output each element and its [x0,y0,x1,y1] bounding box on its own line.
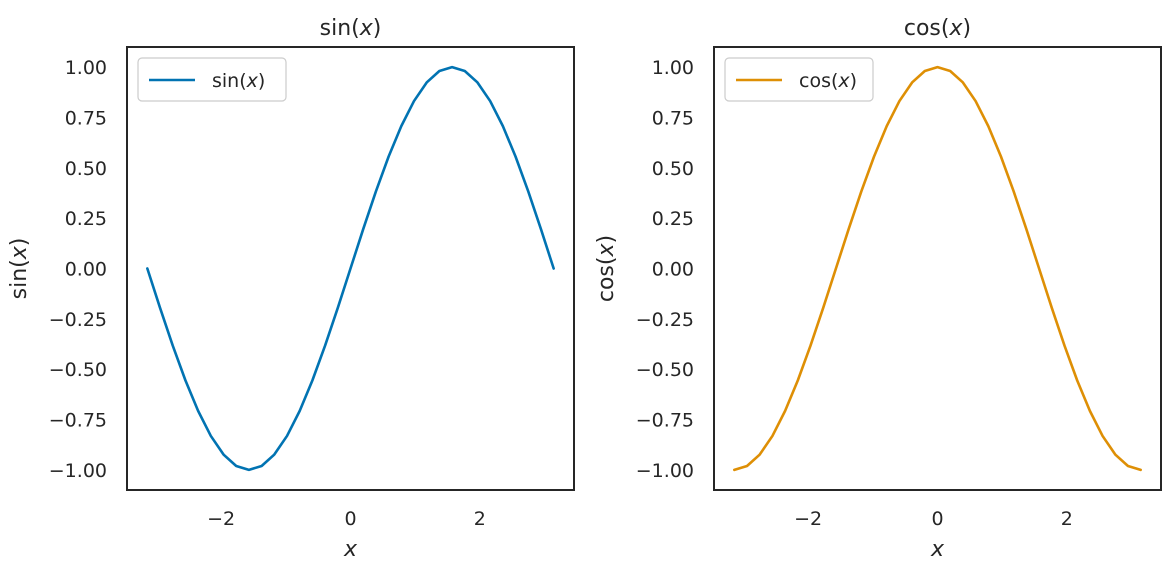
legend-label-post: ) [258,70,265,92]
legend: sin(x) [137,57,287,102]
y-axis-label: cos(x) [594,235,619,302]
chart-title-pre: cos( [904,16,950,41]
y-tick-label: 0.50 [652,158,694,180]
x-tick-label: 2 [1061,508,1073,530]
y-tick-label: −0.75 [636,410,694,432]
y-axis-label-var: x [594,243,619,258]
y-tick-label: 0.75 [65,107,107,129]
chart-panel-1: sin(x)−2 0 21.000.750.500.250.00−0.25−0.50… [7,16,575,562]
chart-title-var: x [359,16,374,41]
series-line-1 [146,65,555,472]
y-tick-label: −0.25 [49,309,107,331]
y-tick-label: −0.25 [636,309,694,331]
y-tick-label: 0.00 [65,259,107,281]
x-tick-label: −2 [207,508,235,530]
y-tick-label: 1.00 [652,57,694,79]
y-tick-label: 0.00 [652,259,694,281]
legend-label-pre: sin( [212,70,247,92]
chart-title-var: x [948,16,963,41]
legend-box [137,57,287,102]
y-tick-label: −1.00 [636,460,694,482]
legend-label-1: sin(x) [212,70,265,92]
x-axis-label: x [343,537,358,562]
chart-panel-2: cos(x)−2 0 21.000.750.500.250.00−0.25−0.50… [594,16,1162,562]
y-axis-label-post: ) [594,235,619,244]
y-axis-label-var: x [7,245,32,260]
chart-title-post: ) [963,16,972,41]
y-axis-label-post: ) [7,238,32,247]
y-axis-label-pre: sin( [7,259,32,299]
y-tick-label: −0.75 [49,410,107,432]
y-tick-label: −1.00 [49,460,107,482]
y-tick-label: 1.00 [65,57,107,79]
chart-title: cos(x) [904,16,971,41]
y-tick-label: 0.25 [652,208,694,230]
y-tick-label: −0.50 [49,359,107,381]
y-axis-label: sin(x) [7,238,32,300]
legend-label-post: ) [850,70,857,92]
legend-label-pre: cos( [799,70,838,92]
y-tick-label: 0.50 [65,158,107,180]
y-axis-label-pre: cos( [594,257,619,303]
x-axis-label: x [930,537,945,562]
series-line-1 [733,65,1142,472]
x-tick-label: 0 [931,508,943,530]
chart-title: sin(x) [320,16,382,41]
x-tick-label: −2 [794,508,822,530]
chart-title-post: ) [373,16,382,41]
y-tick-label: −0.50 [636,359,694,381]
legend-label-var: x [246,70,259,92]
chart-title-pre: sin( [320,16,360,41]
x-tick-label: 0 [344,508,356,530]
legend: cos(x) [724,57,874,102]
x-tick-label: 2 [474,508,486,530]
legend-box [724,57,874,102]
y-tick-label: 0.75 [652,107,694,129]
y-tick-label: 0.25 [65,208,107,230]
axes-frame [713,46,1162,491]
legend-label-var: x [837,70,850,92]
axes-frame [126,46,575,491]
legend-label-1: cos(x) [799,70,857,92]
